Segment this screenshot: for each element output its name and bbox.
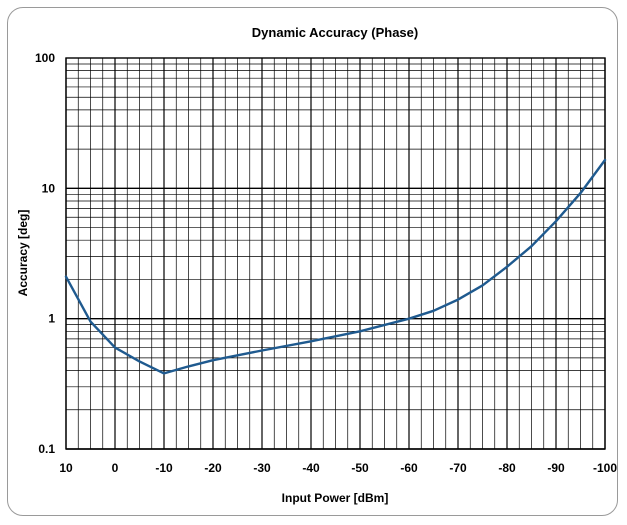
x-tick-label: 10 <box>59 461 73 475</box>
chart-frame <box>7 7 618 516</box>
x-tick-label: -20 <box>204 461 222 475</box>
x-tick-label: -40 <box>302 461 320 475</box>
y-axis-label: Accuracy [deg] <box>16 210 30 297</box>
y-tick-label: 10 <box>42 181 56 195</box>
y-tick-label: 0.1 <box>38 442 55 456</box>
series-line-0 <box>64 158 607 375</box>
x-tick-label: -80 <box>498 461 516 475</box>
x-tick-label: -30 <box>253 461 271 475</box>
plot-area-border <box>65 57 606 450</box>
chart-title: Dynamic Accuracy (Phase) <box>252 25 418 40</box>
series-group <box>64 158 607 375</box>
x-tick-label: -50 <box>351 461 369 475</box>
x-axis-label: Input Power [dBm] <box>282 491 389 505</box>
x-tick-label: -70 <box>449 461 467 475</box>
y-tick-label: 1 <box>48 312 55 326</box>
x-tick-labels: 10 0 -10 -20 -30 -40 -50 -60 -70 -80 -90 -100 <box>59 461 617 475</box>
x-tick-label: -10 <box>155 461 173 475</box>
x-tick-label: -60 <box>400 461 418 475</box>
y-tick-labels: 0.1 1 10 100 <box>35 51 55 456</box>
x-tick-label: -90 <box>547 461 565 475</box>
y-tick-label: 100 <box>35 51 55 65</box>
x-tick-label: 0 <box>112 461 119 475</box>
x-tick-label: -100 <box>593 461 617 475</box>
